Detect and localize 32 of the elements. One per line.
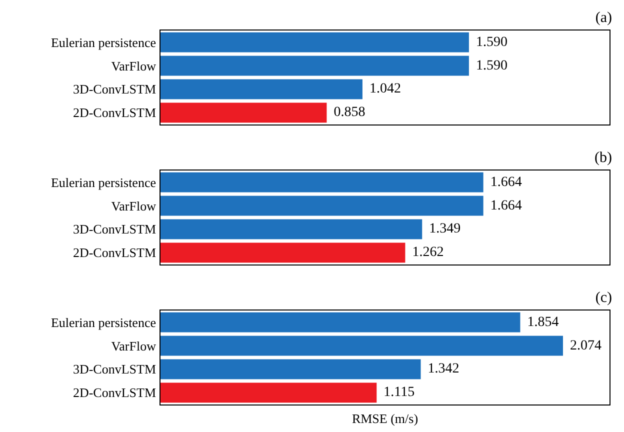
data-label: 1.262 <box>412 245 444 260</box>
data-label: 1.590 <box>476 58 508 74</box>
y-tick-label: VarFlow <box>111 338 157 354</box>
y-tick-label: 2D-ConvLSTM <box>72 105 156 120</box>
data-label: 1.115 <box>384 385 415 400</box>
bar <box>160 382 377 403</box>
y-tick-label: 3D-ConvLSTM <box>72 82 156 97</box>
chart-title: (c) <box>595 290 612 306</box>
bar <box>160 312 520 332</box>
y-tick-label: 3D-ConvLSTM <box>72 362 156 377</box>
data-label: 1.349 <box>429 222 461 237</box>
data-label: 0.858 <box>334 105 366 120</box>
chart-title: (a) <box>595 10 612 26</box>
y-tick-label: Eulerian persistence <box>50 34 156 50</box>
data-label: 1.590 <box>476 34 508 50</box>
chart-title: (b) <box>594 150 612 166</box>
y-tick-label: 2D-ConvLSTM <box>72 245 156 260</box>
data-label: 1.664 <box>490 198 522 214</box>
y-tick-label: VarFlow <box>111 198 157 214</box>
data-label: 1.342 <box>428 362 460 377</box>
bar <box>160 359 421 380</box>
y-tick-label: VarFlow <box>111 58 157 74</box>
data-label: 1.664 <box>490 174 522 190</box>
data-label: 1.042 <box>369 82 401 97</box>
data-label: 1.854 <box>527 314 559 330</box>
x-axis-title: RMSE (m/s) <box>352 411 418 426</box>
bar <box>160 336 563 356</box>
y-tick-label: 2D-ConvLSTM <box>72 385 156 400</box>
data-label: 2.074 <box>570 338 602 354</box>
y-tick-label: Eulerian persistence <box>50 314 156 330</box>
y-tick-label: Eulerian persistence <box>50 174 156 190</box>
y-tick-label: 3D-ConvLSTM <box>72 222 156 237</box>
